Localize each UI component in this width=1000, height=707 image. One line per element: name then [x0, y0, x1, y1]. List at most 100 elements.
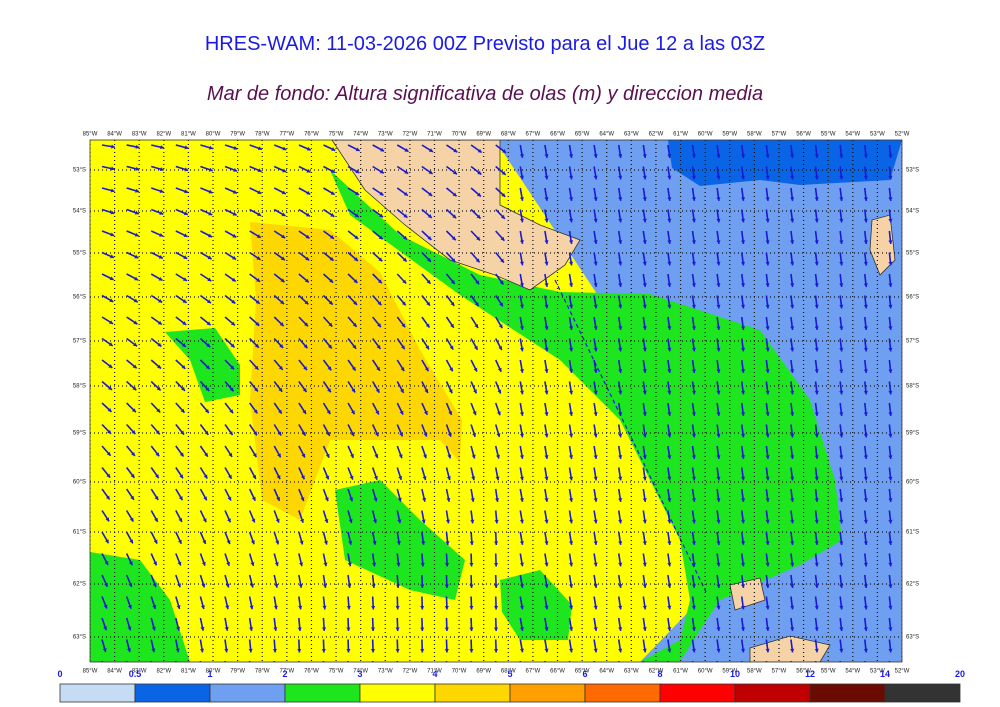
arrow-head [618, 197, 623, 201]
arrow-head [494, 670, 498, 673]
arrow-head [716, 218, 721, 223]
arrow-head [353, 300, 358, 305]
arrow-head [691, 412, 696, 416]
arrow-head [740, 175, 746, 180]
arrow-head [276, 475, 281, 480]
arrow-head [327, 388, 331, 393]
lon-label: 52°W [895, 132, 910, 138]
arrow-head [475, 280, 480, 285]
arrow-head [281, 234, 286, 239]
arrow-head [692, 670, 696, 674]
arrow-head [349, 475, 354, 480]
lon-label: 82°W [156, 132, 171, 138]
arrow-head [151, 648, 156, 653]
arrow-head [253, 409, 258, 414]
subtitle: Mar de fondo: Altura significativa de ol… [207, 83, 763, 105]
arrow-head [182, 277, 187, 281]
arrow-head [790, 476, 795, 481]
arrow-head [569, 670, 573, 674]
arrow [691, 660, 694, 662]
arrow-head [839, 541, 844, 545]
arrow-head [444, 605, 449, 610]
arrow-head [397, 519, 402, 524]
arrow-head [135, 144, 140, 149]
lon-label: 73°W [378, 669, 393, 675]
arrow-head [765, 369, 770, 373]
arrow-head [667, 670, 671, 674]
arrow-head [422, 476, 427, 480]
arrow-head [404, 148, 409, 152]
arrow-head [156, 408, 161, 413]
arrow-head [371, 605, 376, 610]
arrow-head [716, 648, 721, 653]
lon-label: 60°W [698, 669, 713, 675]
arrow-head [593, 605, 598, 610]
lat-label: 55°S [906, 251, 919, 257]
arrow-head [420, 627, 425, 631]
arrow-head [495, 498, 500, 502]
arrow-head [888, 541, 893, 545]
arrow-head [519, 283, 524, 287]
arrow-head [569, 498, 574, 502]
arrow-head [104, 582, 108, 587]
arrow-head [667, 455, 672, 459]
lon-label: 74°W [353, 669, 368, 675]
arrow-head [814, 605, 819, 610]
arrow-head [593, 433, 598, 438]
lon-label: 74°W [353, 132, 368, 138]
arrow-head [519, 476, 524, 481]
lon-label: 52°W [895, 669, 910, 675]
arrow-head [209, 145, 213, 150]
arrow-head [206, 299, 211, 304]
arrow-head [134, 276, 139, 281]
arrow-head [618, 390, 623, 395]
arrow-head [105, 517, 110, 522]
arrow-head [642, 584, 647, 588]
lon-label: 61°W [673, 132, 688, 138]
arrow-head [691, 326, 696, 330]
lon-label: 66°W [550, 132, 565, 138]
colorbar-label: 6 [582, 669, 587, 679]
arrow-head [323, 540, 328, 545]
arrow-head [863, 519, 868, 524]
arrow-head [790, 455, 795, 459]
arrow-head [110, 210, 115, 215]
arrow-head [593, 476, 598, 481]
arrow-head [863, 562, 868, 567]
arrow-head [839, 455, 844, 459]
arrow-head [448, 389, 453, 394]
arrow-head [202, 518, 207, 523]
arrow-head [519, 347, 524, 352]
arrow-head [569, 541, 574, 545]
arrow-head [618, 326, 623, 330]
arrow-head [569, 562, 574, 567]
arrow-head [544, 304, 549, 309]
arrow-head [495, 454, 500, 459]
arrow-head [740, 390, 746, 395]
arrow-head [740, 347, 746, 352]
arrow-head [642, 347, 647, 352]
arrow-head [888, 562, 893, 567]
arrow-head [474, 323, 479, 328]
arrow-head [691, 369, 696, 373]
arrow-head [420, 562, 425, 567]
arrow-head [351, 410, 355, 415]
arrow-head [740, 519, 746, 524]
arrow-head [476, 192, 481, 197]
lat-label: 56°S [906, 295, 919, 301]
arrow-head [379, 191, 384, 196]
land [869, 214, 896, 276]
arrow-head [111, 144, 115, 149]
colorbar-segment [284, 683, 361, 703]
lon-label: 75°W [329, 132, 344, 138]
arrow-head [740, 498, 746, 502]
lon-label: 59°W [722, 132, 737, 138]
arrow-head [447, 454, 452, 459]
arrow-head [765, 562, 770, 567]
arrow-head [304, 322, 308, 327]
arrow-head [667, 326, 672, 330]
arrow-head [790, 498, 795, 502]
arrow-head [159, 189, 164, 193]
arrow-head [888, 433, 893, 438]
